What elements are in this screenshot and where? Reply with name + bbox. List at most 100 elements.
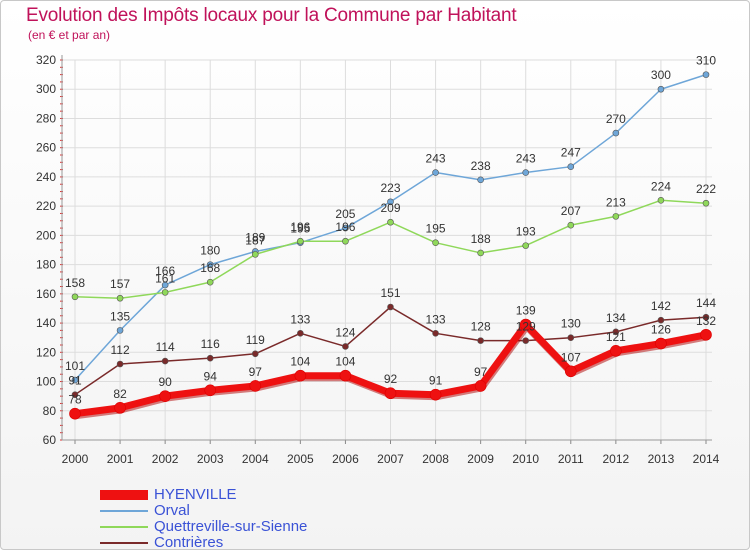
legend-swatch xyxy=(100,526,148,528)
data-label-contri-res: 142 xyxy=(651,299,671,313)
data-point-orval xyxy=(161,281,169,289)
data-label-contri-res: 124 xyxy=(335,325,355,339)
legend-swatch xyxy=(100,490,148,500)
x-tick-label: 2010 xyxy=(512,452,539,466)
data-point-orval xyxy=(567,163,575,170)
data-label-contri-res: 151 xyxy=(380,286,400,300)
y-tick-label: 80 xyxy=(43,404,57,418)
data-label-hyenville: 132 xyxy=(696,314,716,328)
y-tick-label: 180 xyxy=(36,258,56,272)
data-point-hyenville xyxy=(69,407,81,420)
data-point-contri-res xyxy=(477,337,484,344)
data-point-hyenville xyxy=(384,387,397,400)
data-point-hyenville xyxy=(249,380,262,392)
data-label-contri-res: 91 xyxy=(68,374,82,388)
data-point-orval xyxy=(657,85,665,93)
data-label-contri-res: 133 xyxy=(426,312,446,326)
data-point-quettreville-sur-sienne xyxy=(702,199,710,207)
data-point-orval xyxy=(702,71,710,78)
data-point-hyenville xyxy=(339,369,352,382)
data-point-quettreville-sur-sienne xyxy=(297,237,304,245)
data-point-contri-res xyxy=(342,343,349,350)
y-tick-label: 120 xyxy=(36,345,56,359)
data-label-quettreville-sur-sienne: 196 xyxy=(335,220,355,234)
data-point-orval xyxy=(612,129,620,137)
data-label-quettreville-sur-sienne: 209 xyxy=(380,201,400,215)
x-tick-label: 2000 xyxy=(62,452,89,466)
data-label-hyenville: 107 xyxy=(561,350,581,364)
data-label-hyenville: 97 xyxy=(249,365,263,379)
x-tick-label: 2014 xyxy=(693,452,720,466)
data-label-orval: 300 xyxy=(651,68,671,82)
data-label-quettreville-sur-sienne: 168 xyxy=(200,261,220,275)
data-point-hyenville xyxy=(429,388,442,401)
data-point-quettreville-sur-sienne xyxy=(387,218,394,226)
y-tick-label: 160 xyxy=(36,287,56,301)
data-label-orval: 243 xyxy=(516,152,536,166)
y-tick-label: 300 xyxy=(36,82,56,96)
x-tick-label: 2008 xyxy=(422,452,449,466)
data-point-contri-res xyxy=(387,303,394,311)
data-label-quettreville-sur-sienne: 195 xyxy=(426,222,446,236)
data-point-quettreville-sur-sienne xyxy=(612,213,620,220)
data-point-orval xyxy=(387,198,394,206)
data-point-quettreville-sur-sienne xyxy=(477,249,484,257)
chart-grid xyxy=(62,59,712,441)
data-point-hyenville xyxy=(159,390,171,402)
data-label-quettreville-sur-sienne: 224 xyxy=(651,179,671,193)
data-point-orval xyxy=(432,169,439,176)
data-point-quettreville-sur-sienne xyxy=(432,239,439,246)
data-label-hyenville: 121 xyxy=(606,330,626,344)
data-label-hyenville: 97 xyxy=(474,365,488,379)
data-point-contri-res xyxy=(522,337,530,344)
data-label-quettreville-sur-sienne: 158 xyxy=(65,276,85,290)
data-labels: 78 82 90 94 97 104 104 92 91 97 139 107 121 126 132 101… xyxy=(65,54,716,407)
data-label-hyenville: 91 xyxy=(429,374,443,388)
data-point-orval xyxy=(342,224,349,232)
data-point-contri-res xyxy=(657,316,665,324)
data-point-contri-res xyxy=(432,330,439,337)
data-point-orval xyxy=(71,376,79,384)
data-point-contri-res xyxy=(567,334,575,341)
data-point-quettreville-sur-sienne xyxy=(657,197,665,204)
data-label-quettreville-sur-sienne: 157 xyxy=(110,277,130,291)
x-tick-label: 2003 xyxy=(197,452,224,466)
data-point-hyenville xyxy=(294,369,307,382)
data-label-hyenville: 94 xyxy=(204,369,218,383)
data-label-contri-res: 128 xyxy=(471,320,491,334)
chart-subtitle: (en € et par an) xyxy=(28,28,111,42)
data-label-contri-res: 133 xyxy=(290,312,310,326)
x-tick-label: 2011 xyxy=(558,452,584,466)
data-point-contri-res xyxy=(71,391,79,398)
data-label-quettreville-sur-sienne: 196 xyxy=(290,220,310,234)
legend-label: HYENVILLE xyxy=(154,486,237,503)
x-tick-label: 2009 xyxy=(467,452,494,466)
x-tick-label: 2002 xyxy=(152,452,179,466)
data-label-orval: 101 xyxy=(65,359,85,373)
data-point-hyenville xyxy=(700,328,712,341)
data-label-hyenville: 126 xyxy=(651,323,671,337)
data-label-orval: 195 xyxy=(290,222,310,236)
data-label-quettreville-sur-sienne: 222 xyxy=(696,182,716,196)
x-tick-label: 2013 xyxy=(648,452,675,466)
y-tick-label: 320 xyxy=(36,53,56,67)
y-tick-label: 200 xyxy=(36,228,56,242)
data-label-quettreville-sur-sienne: 187 xyxy=(245,233,265,247)
data-point-quettreville-sur-sienne xyxy=(71,293,79,301)
data-label-hyenville: 90 xyxy=(158,375,172,389)
y-tick-label: 100 xyxy=(36,375,56,389)
data-point-hyenville xyxy=(519,318,532,331)
data-point-contri-res xyxy=(251,350,259,358)
data-point-quettreville-sur-sienne xyxy=(206,278,214,286)
data-point-hyenville xyxy=(610,345,622,357)
data-label-orval: 166 xyxy=(155,264,175,278)
data-label-orval: 310 xyxy=(696,54,716,68)
data-label-quettreville-sur-sienne: 161 xyxy=(155,271,175,285)
data-point-hyenville xyxy=(655,337,667,350)
data-label-hyenville: 139 xyxy=(516,304,536,318)
data-label-orval: 243 xyxy=(426,152,446,166)
data-point-contri-res xyxy=(161,357,169,365)
x-tick-label: 2001 xyxy=(107,452,134,466)
